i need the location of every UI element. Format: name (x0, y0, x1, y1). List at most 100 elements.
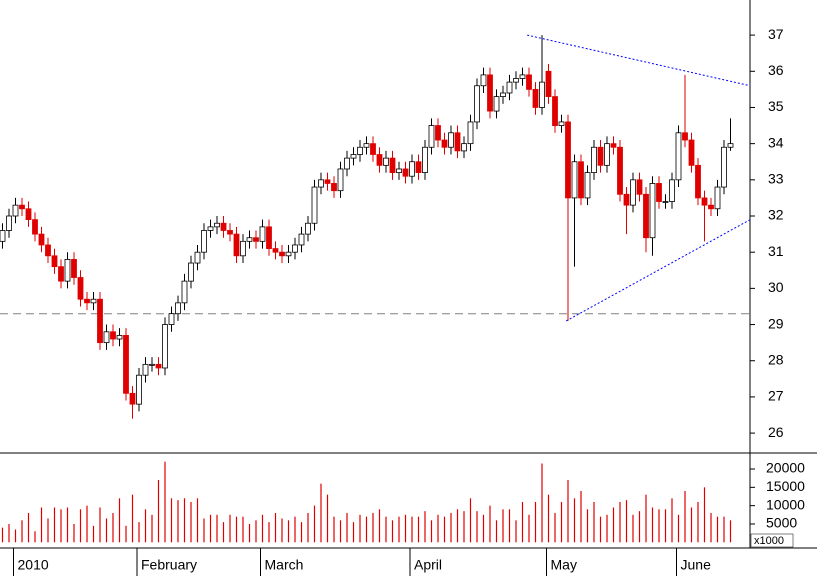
candle-body (500, 92, 506, 98)
volume-bar (53, 507, 56, 543)
volume-bar (268, 522, 270, 543)
volume-bar (144, 509, 147, 543)
candle-body (617, 146, 623, 195)
y-tick-label: 28 (768, 351, 784, 367)
candle-body (19, 204, 25, 210)
candle-body (402, 168, 409, 177)
candle-body (415, 161, 422, 173)
candle-body (110, 331, 116, 340)
volume-bar (560, 501, 563, 543)
candle-body (305, 222, 311, 235)
volume-bar (404, 514, 407, 543)
volume-bar (638, 511, 641, 543)
volume-bar (255, 520, 257, 543)
candle-body (12, 204, 19, 217)
volume-bar (242, 516, 244, 543)
volume-bar (34, 531, 36, 543)
volume-bar (164, 461, 166, 543)
volume-bar (86, 505, 88, 543)
volume-bar (521, 501, 524, 543)
candle-body (591, 146, 597, 173)
candle-body (233, 233, 240, 257)
volume-bar (372, 512, 374, 543)
candle-body (558, 121, 565, 126)
y-tick-label: 32 (768, 207, 784, 223)
candle-body (487, 74, 493, 112)
candle-body (324, 179, 331, 184)
y-tick-label: 36 (768, 62, 784, 78)
volume-bar (8, 523, 10, 543)
volume-bar (196, 498, 199, 543)
candle-body (441, 139, 448, 148)
candle-body (383, 157, 389, 166)
volume-bar (27, 512, 30, 543)
candle-body (610, 143, 617, 148)
volume-bar (547, 494, 550, 543)
volume-bar (190, 501, 192, 543)
candle-body (435, 125, 441, 141)
volume-bar (586, 509, 589, 543)
y-tick-label: 20000 (766, 460, 805, 476)
candle-body (565, 121, 571, 199)
y-tick-label: 35 (768, 98, 784, 114)
volume-bar (437, 514, 439, 543)
candle-body (90, 298, 97, 304)
volume-bar (593, 501, 595, 543)
volume-bar (677, 514, 680, 543)
candle-body (532, 88, 539, 108)
volume-bar (248, 523, 251, 543)
volume-bar (710, 512, 712, 543)
candle-body (636, 179, 643, 195)
y-tick-label: 37 (768, 26, 784, 42)
candle-body (181, 280, 188, 304)
candle-body (77, 277, 84, 300)
volume-bar (684, 490, 686, 543)
volume-bar (534, 501, 537, 543)
candle-body (396, 168, 402, 173)
candle-body (142, 363, 149, 376)
candle-body (38, 233, 45, 246)
volume-bar (47, 518, 49, 543)
volume-bar (300, 522, 303, 543)
volume-bar (495, 520, 498, 543)
volume-bar (573, 498, 576, 543)
candle-body (480, 74, 487, 87)
candle-body (259, 226, 266, 242)
candle-body (539, 81, 545, 108)
volume-bar (339, 520, 342, 543)
y-tick-label: 34 (768, 134, 784, 150)
unit-box (750, 533, 794, 548)
candle-body (97, 298, 103, 344)
volume-bar (515, 520, 517, 543)
volume-bar (443, 516, 446, 543)
volume-bar (73, 523, 75, 543)
candle-body (682, 132, 688, 141)
candle-body (344, 157, 350, 170)
candle-body (331, 183, 337, 192)
candle-body (279, 251, 285, 257)
candle-body (363, 143, 370, 148)
candle-body (292, 244, 298, 253)
volume-bar (463, 511, 465, 543)
candle-body (467, 121, 474, 145)
volume-bar (378, 509, 381, 543)
volume-bar (450, 512, 452, 543)
volume-bar (281, 518, 283, 543)
volume-bar (112, 512, 114, 543)
volume-bar (99, 507, 101, 543)
volume-bar (508, 509, 511, 543)
volume-bar (294, 516, 296, 543)
volume-bar (599, 516, 602, 543)
volume-bar (352, 522, 355, 543)
candle-body (51, 255, 58, 268)
volume-bar (482, 514, 485, 543)
y-tick-label: 30 (768, 279, 784, 295)
volume-bar (651, 507, 654, 543)
candle-body (58, 266, 64, 282)
candle-body (162, 324, 168, 369)
candle-body (337, 168, 344, 192)
volume-bar (632, 514, 634, 543)
volume-bar (125, 525, 127, 543)
volume-bar (261, 514, 264, 543)
volume-bar (729, 520, 732, 543)
